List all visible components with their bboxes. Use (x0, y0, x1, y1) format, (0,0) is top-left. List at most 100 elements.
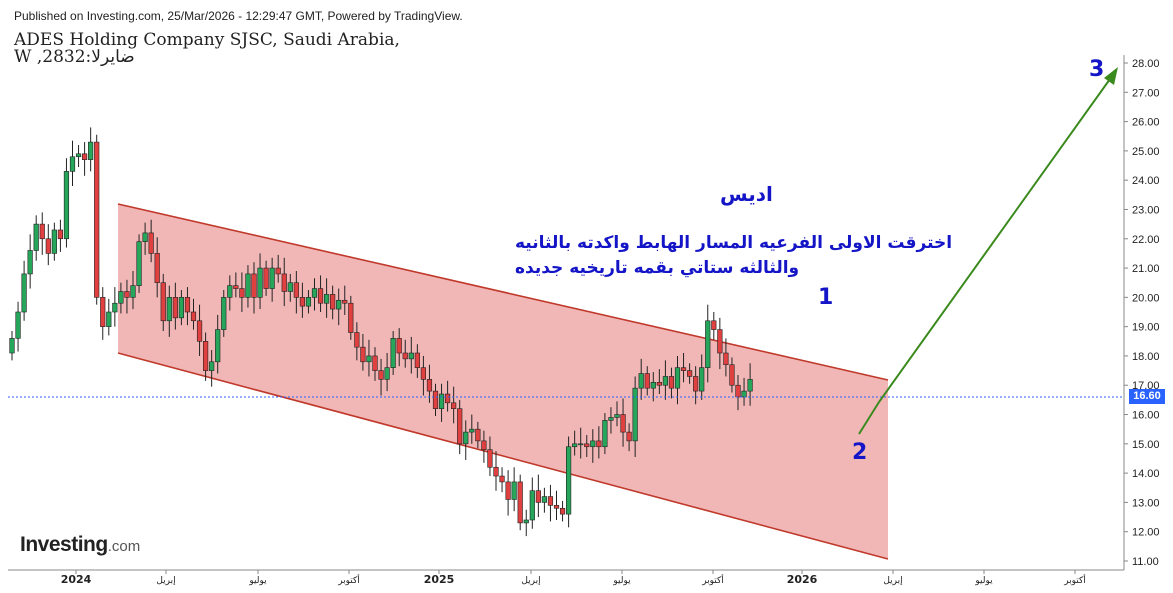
candle (51, 222, 57, 261)
candle (402, 339, 408, 368)
candle (432, 383, 439, 416)
candle (130, 270, 136, 310)
candle (27, 234, 33, 289)
candle (499, 467, 505, 493)
candle (674, 355, 681, 405)
y-tick-label: 14.00 (1132, 468, 1160, 480)
candle (366, 339, 372, 377)
candle (287, 273, 293, 302)
candle (251, 262, 257, 314)
y-tick-label: 18.00 (1132, 351, 1160, 363)
y-tick-label: 12.00 (1132, 527, 1160, 539)
candle (94, 134, 100, 305)
candle (203, 332, 209, 381)
candle (360, 333, 366, 371)
candle (559, 500, 566, 522)
current-price-tag: 16.60 (1129, 389, 1165, 404)
candle (396, 328, 402, 367)
candle (578, 427, 584, 459)
candle (463, 420, 469, 460)
candle (547, 484, 554, 522)
x-tick-label: أكتوبر (337, 574, 360, 586)
candle (196, 304, 203, 356)
candle (408, 336, 414, 374)
candle (378, 358, 384, 396)
candle (668, 367, 675, 399)
y-tick-label: 26.00 (1132, 117, 1160, 129)
candle (15, 301, 21, 352)
candle (82, 142, 88, 176)
candle (317, 275, 324, 312)
candle (438, 383, 445, 422)
candle (632, 376, 638, 458)
candle (511, 467, 517, 512)
candle (457, 399, 463, 455)
candle (572, 430, 578, 456)
y-tick-label: 24.00 (1132, 175, 1160, 187)
candle (172, 282, 178, 330)
candle (184, 287, 191, 326)
candle (602, 413, 608, 455)
candle (444, 380, 451, 412)
y-tick-label: 15.00 (1132, 439, 1160, 451)
candles-group (9, 127, 753, 537)
candle (245, 265, 251, 308)
candle (614, 401, 620, 427)
candle (160, 273, 166, 332)
candle (747, 363, 753, 406)
candle (281, 257, 287, 307)
candle (190, 298, 197, 330)
candle (638, 358, 644, 400)
annotation-line-1: اخترقت الاولى الفرعيه المسار الهابط واكد… (515, 233, 953, 253)
x-tick-label: 2025 (424, 573, 455, 586)
investing-logo: Investing.com (20, 533, 141, 556)
y-tick-label: 11.00 (1132, 556, 1159, 568)
candle (596, 426, 602, 459)
y-tick-label: 27.00 (1132, 87, 1160, 99)
candle (590, 429, 596, 463)
wave-label-2: 2 (852, 440, 868, 465)
candle (154, 237, 160, 298)
candle (475, 421, 481, 449)
candle (269, 257, 275, 302)
published-caption: Published on Investing.com, 25/Mar/2026 … (14, 9, 463, 23)
candle (451, 386, 457, 424)
candle (342, 285, 348, 315)
candle (505, 470, 511, 516)
wave-label-1: 1 (818, 285, 834, 310)
candle (541, 487, 547, 513)
candle (420, 355, 427, 396)
y-tick-label: 19.00 (1132, 322, 1160, 334)
candle (336, 288, 342, 326)
candle (469, 414, 475, 444)
x-tick-label: أكتوبر (1063, 574, 1086, 586)
candle (166, 285, 172, 337)
x-tick-label: إبريل (156, 576, 175, 586)
candle (323, 278, 330, 318)
candle (148, 219, 154, 263)
x-tick-label: 2026 (787, 573, 818, 586)
candle (686, 363, 693, 384)
candle (626, 423, 632, 452)
candle (354, 322, 360, 361)
candle (644, 366, 650, 396)
candle (414, 344, 420, 378)
x-tick-label: يوليو (612, 576, 631, 586)
candle (257, 253, 263, 310)
candle (662, 360, 668, 400)
projection-arrow (858, 67, 1118, 435)
candle (481, 430, 487, 463)
x-tick-label: يوليو (248, 576, 267, 586)
x-tick-label: إبريل (521, 576, 540, 586)
candle (493, 451, 499, 491)
candle (517, 474, 523, 531)
y-tick-label: 21.00 (1132, 263, 1160, 275)
candle (535, 474, 541, 518)
y-tick-label: 28.00 (1132, 58, 1160, 70)
candle (57, 219, 63, 252)
candle (305, 290, 312, 314)
candle (112, 287, 118, 327)
candle (311, 278, 318, 311)
instrument-symbol: W ,2832:ضايرلا (14, 47, 135, 67)
